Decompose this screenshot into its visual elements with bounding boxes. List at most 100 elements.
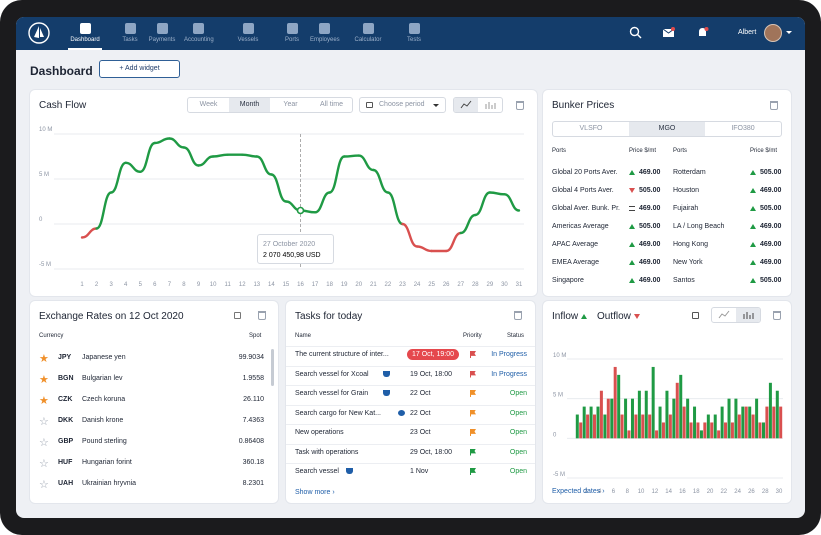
mail-icon[interactable] (662, 26, 675, 39)
cash-flow-chart: 10 M5 M0-5 M1 2 3 4 5 6 7 8 9 10 11 12 13 14 15 16 17 18 1… (39, 127, 524, 288)
currency-code: DKK (58, 417, 74, 424)
star-outline-icon[interactable]: ☆ (39, 479, 49, 491)
port-price: 469.00 (639, 277, 661, 284)
x-tick-label: 2 (584, 489, 588, 495)
choose-period-select[interactable]: Choose period (359, 97, 446, 113)
table-row[interactable] (286, 365, 535, 385)
calendar-icon[interactable] (692, 312, 699, 319)
task-name: The current structure of inter... (295, 351, 389, 358)
outflow-bar (620, 414, 624, 439)
nav-item-ports[interactable]: Ports (278, 17, 306, 50)
star-outline-icon[interactable]: ☆ (39, 437, 49, 449)
x-tick-label: 22 (720, 489, 727, 495)
tab-vlsfo[interactable]: VLSFO (579, 125, 603, 132)
y-tick-label: 5 M (39, 172, 49, 178)
line-chart-icon[interactable] (712, 308, 736, 322)
line-chart-icon[interactable] (454, 98, 478, 112)
series-line-segment (95, 191, 113, 230)
nav-item-tests[interactable]: Tests (400, 17, 428, 50)
inflow-bar (768, 382, 772, 439)
y-tick-label: 5 M (553, 393, 563, 399)
star-filled-icon[interactable]: ★ (39, 374, 49, 386)
y-tick-label: -5 M (39, 262, 51, 268)
outflow-bar (758, 422, 762, 439)
range-year[interactable]: Year (283, 101, 298, 108)
ship-icon (382, 370, 390, 377)
tab-ifo380[interactable]: IFO380 (731, 125, 755, 132)
outflow-bar (765, 406, 769, 439)
port-price: 469.00 (760, 187, 782, 194)
arrow-up-icon (629, 278, 635, 283)
nav-item-accounting[interactable]: Accounting (184, 17, 214, 50)
table-row[interactable] (286, 424, 535, 443)
port-name: Santos (673, 277, 695, 284)
calendar-icon[interactable] (234, 312, 241, 319)
inflow-bar (741, 406, 745, 439)
outflow-bar (586, 414, 590, 439)
check-icon (124, 23, 136, 34)
outflow-title: Outflow (597, 311, 640, 322)
expected-dates-link[interactable]: Expected dates › (552, 488, 605, 495)
port-name: Rotterdam (673, 169, 706, 176)
arrow-up-icon (629, 242, 635, 247)
nav-item-payments[interactable]: Payments (148, 17, 176, 50)
choose-period-label: Choose period (379, 101, 425, 108)
outflow-bar (668, 414, 672, 439)
table-row[interactable] (286, 443, 535, 463)
outflow-bar (579, 422, 583, 439)
bar-chart-icon[interactable] (736, 308, 760, 322)
star-outline-icon[interactable]: ☆ (39, 416, 49, 428)
nav-item-label: Tasks (122, 37, 138, 43)
flag-icon (470, 390, 476, 397)
table-row[interactable] (286, 385, 535, 404)
bell-icon[interactable] (696, 26, 709, 39)
arrow-up-icon (750, 206, 756, 211)
arrow-up-icon (750, 260, 756, 265)
outflow-bar (648, 414, 652, 439)
outflow-bar (689, 422, 693, 439)
show-more-link[interactable]: Show more › (295, 489, 335, 496)
outflow-bar (661, 422, 665, 439)
table-row[interactable] (286, 346, 535, 365)
nav-item-label: Vessels (237, 37, 259, 43)
series-line-segment (488, 191, 506, 196)
add-widget-button[interactable]: + Add widget (99, 60, 180, 78)
table-row[interactable] (286, 463, 535, 482)
star-filled-icon[interactable]: ★ (39, 395, 49, 407)
trash-icon[interactable] (258, 311, 266, 320)
chevron-down-icon[interactable] (786, 31, 792, 34)
nav-item-dashboard[interactable]: Dashboard (68, 17, 102, 50)
inflow-bar (686, 398, 690, 439)
range-week[interactable]: Week (199, 101, 218, 108)
avatar[interactable] (764, 24, 782, 42)
task-name: New operations (295, 429, 344, 436)
cash-flow-title: Cash Flow (39, 100, 87, 111)
trash-icon[interactable] (770, 101, 778, 110)
tasks-title: Tasks for today (295, 311, 363, 322)
star-outline-icon[interactable]: ☆ (39, 458, 49, 470)
trash-icon[interactable] (516, 101, 524, 110)
nav-item-calculator[interactable]: Calculator (354, 17, 382, 50)
x-tick-label: 10 (638, 489, 645, 495)
x-tick-label: 8 (626, 489, 630, 495)
trash-icon[interactable] (773, 311, 781, 320)
sailboat-logo-icon[interactable] (28, 22, 50, 44)
table-row[interactable] (286, 404, 535, 424)
chevron-down-icon (433, 104, 439, 107)
scrollbar[interactable] (271, 349, 274, 386)
search-icon[interactable] (629, 26, 642, 39)
range-month[interactable]: Month (229, 98, 270, 112)
star-filled-icon[interactable]: ★ (39, 353, 49, 365)
nav-item-tasks[interactable]: Tasks (116, 17, 144, 50)
nav-item-vessels[interactable]: Vessels (234, 17, 262, 50)
x-tick-label: 31 (516, 282, 523, 288)
user-name[interactable]: Albert (738, 29, 757, 36)
tab-mgo[interactable]: MGO (629, 122, 705, 136)
trash-icon[interactable] (514, 311, 522, 320)
x-tick-label: 18 (326, 282, 333, 288)
outflow-bar (613, 366, 617, 439)
nav-item-employees[interactable]: Employees (310, 17, 340, 50)
bar-chart-icon[interactable] (478, 98, 502, 112)
task-date: 22 Oct (410, 390, 431, 397)
range-all-time[interactable]: All time (320, 101, 343, 108)
